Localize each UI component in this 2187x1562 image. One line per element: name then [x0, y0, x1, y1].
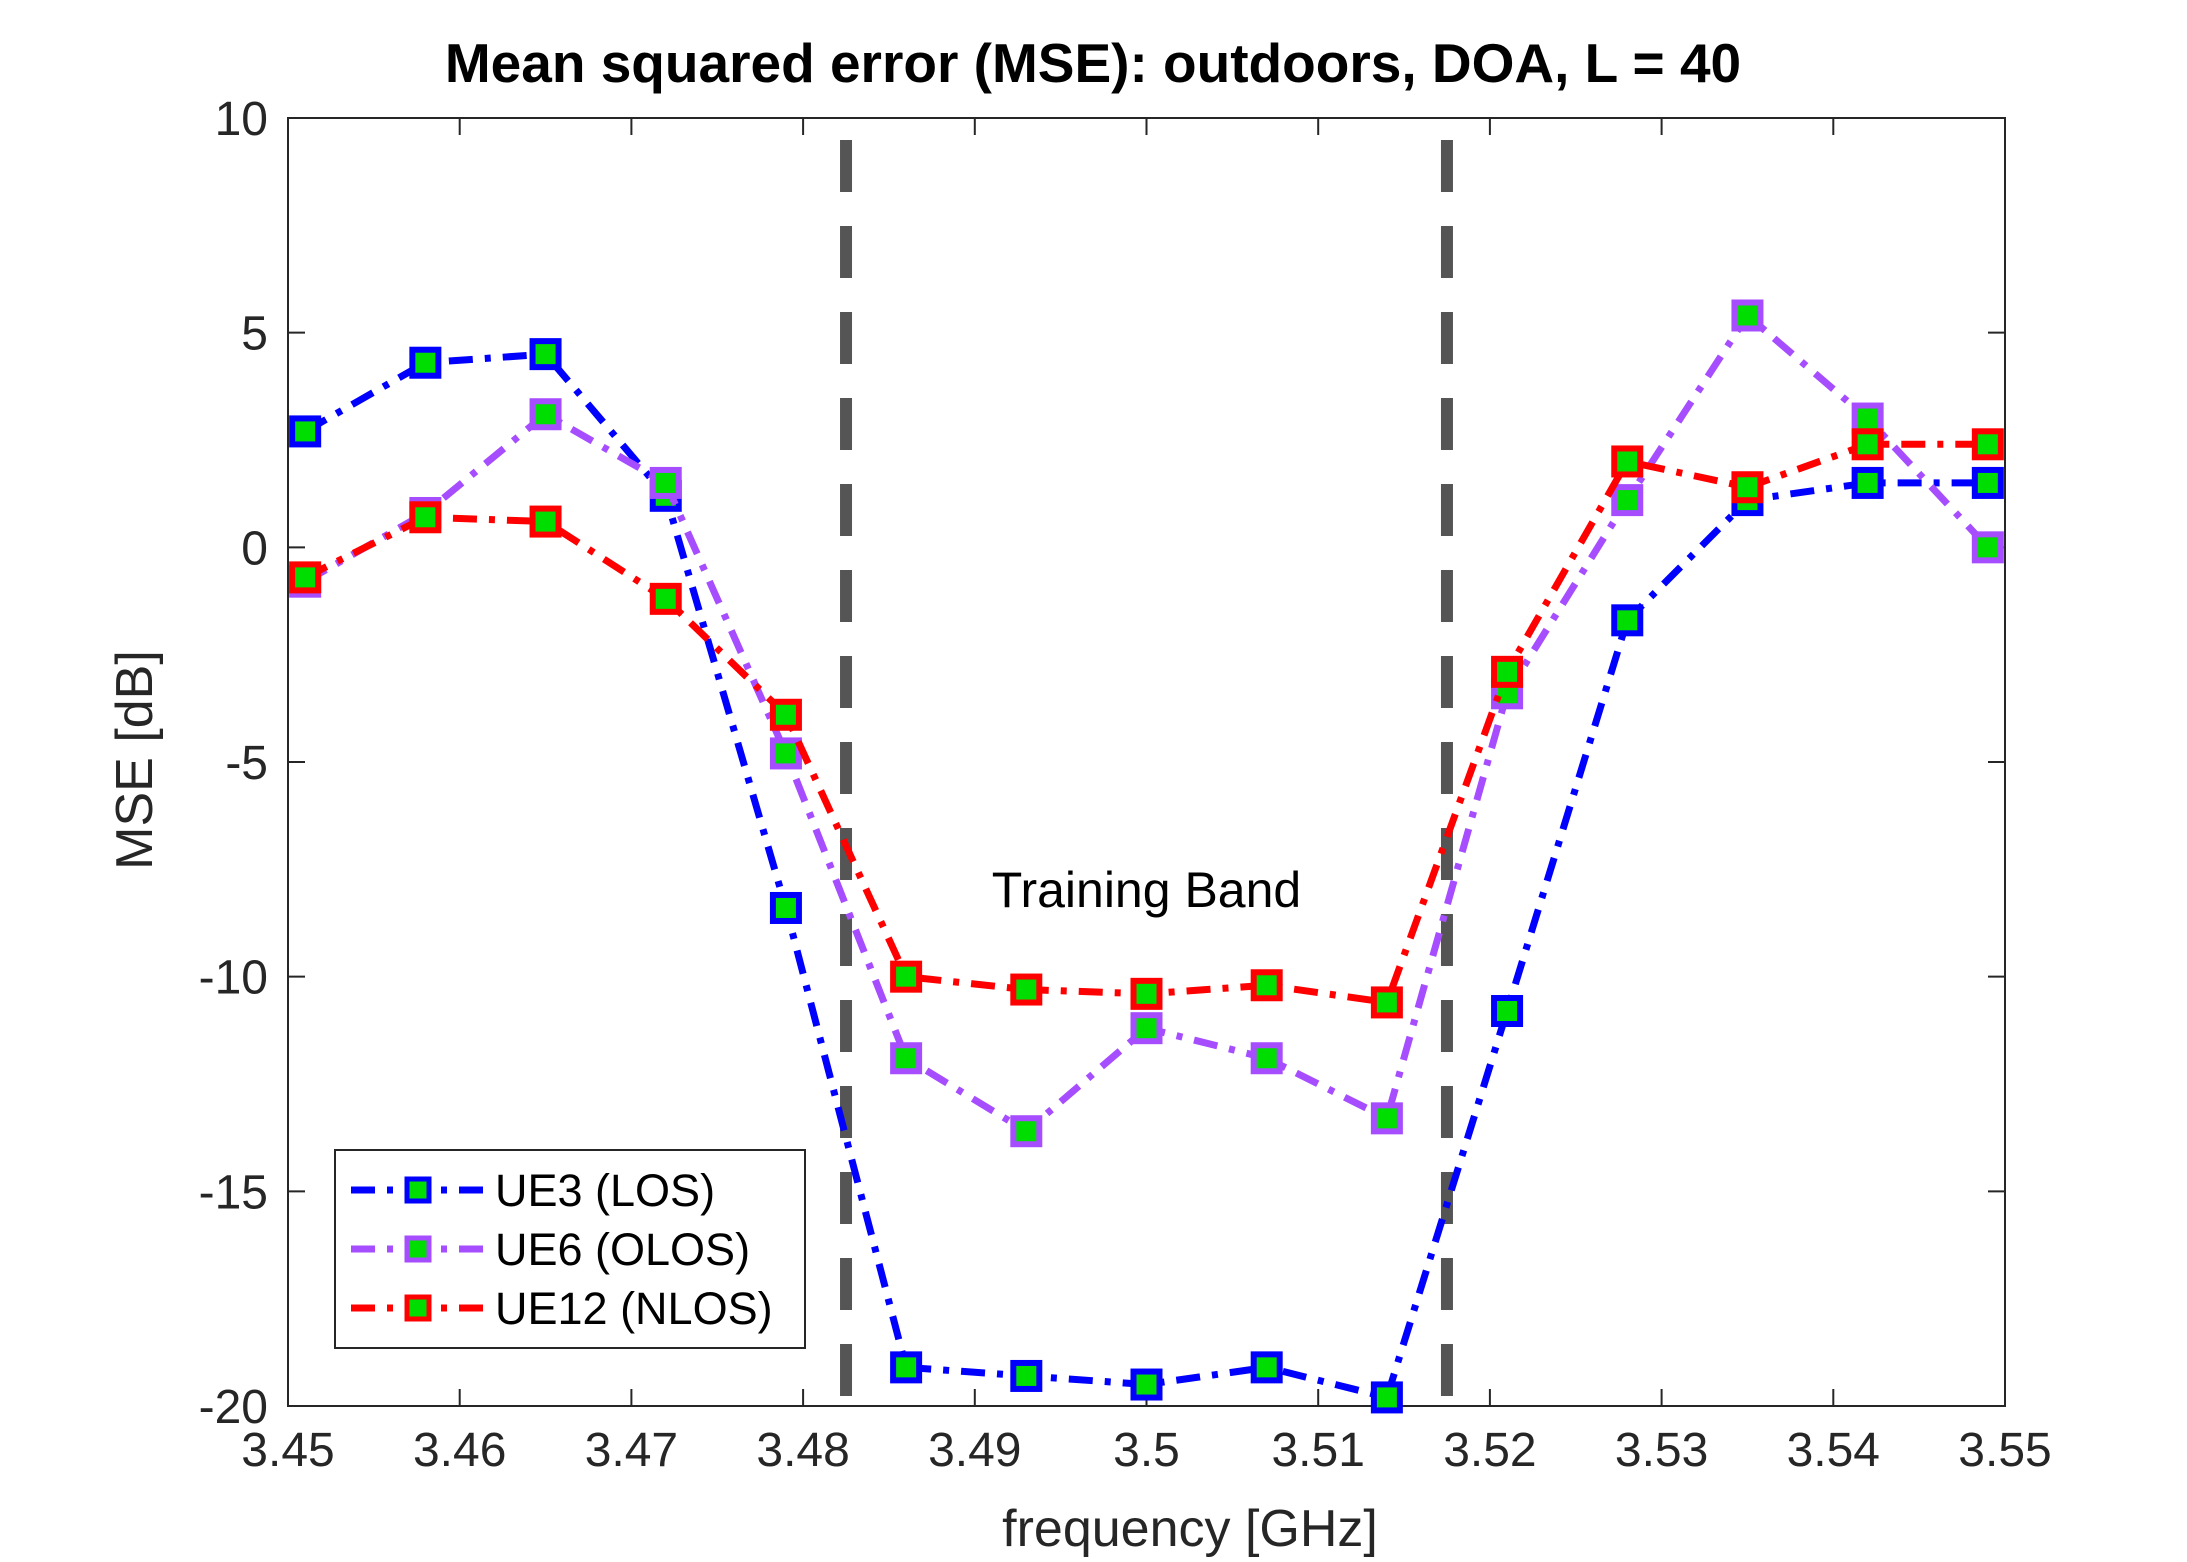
data-point-marker: [1130, 1012, 1163, 1045]
data-point-marker: [649, 582, 682, 615]
data-point-marker: [1491, 655, 1524, 688]
x-tick-label: 3.53: [1615, 1424, 1708, 1477]
data-point-marker: [1250, 969, 1283, 1002]
data-point-marker: [1731, 471, 1764, 504]
x-axis-label: frequency [GHz]: [1002, 1500, 1378, 1558]
y-tick-label: -10: [199, 952, 268, 1005]
data-point-marker: [1370, 1102, 1403, 1135]
x-tick-label: 3.47: [585, 1424, 678, 1477]
data-point-marker: [1130, 977, 1163, 1010]
y-tick-label: -20: [199, 1381, 268, 1434]
y-tick-label: 0: [241, 522, 268, 575]
data-point-marker: [1851, 402, 1884, 435]
data-point-marker: [769, 891, 802, 924]
data-point-marker: [890, 960, 923, 993]
data-point-marker: [769, 698, 802, 731]
y-tick-label: -5: [225, 737, 268, 790]
data-point-marker: [1851, 428, 1884, 461]
data-point-marker: [890, 1042, 923, 1075]
data-point-marker: [1611, 484, 1644, 517]
y-tick-label: 5: [241, 308, 268, 361]
data-point-marker: [890, 1351, 923, 1384]
legend-label: UE6 (OLOS): [495, 1224, 750, 1275]
data-point-marker: [409, 501, 442, 534]
data-point-marker: [289, 415, 322, 448]
y-axis-label: MSE [dB]: [106, 650, 164, 870]
x-tick-label: 3.51: [1271, 1424, 1364, 1477]
data-point-marker: [1010, 1359, 1043, 1392]
data-point-marker: [649, 466, 682, 499]
chart-title: Mean squared error (MSE): outdoors, DOA,…: [445, 32, 1741, 94]
y-tick-label: -15: [199, 1166, 268, 1219]
data-point-marker: [529, 398, 562, 431]
x-tick-label: 3.5: [1113, 1424, 1180, 1477]
legend-label: UE3 (LOS): [495, 1165, 715, 1216]
legend: UE3 (LOS) UE6 (OLOS) UE12 (NLOS): [334, 1149, 806, 1349]
data-point-marker: [529, 338, 562, 371]
data-point-marker: [1971, 531, 2004, 564]
data-point-marker: [1971, 466, 2004, 499]
legend-label: UE12 (NLOS): [495, 1283, 773, 1334]
data-point-marker: [1370, 1381, 1403, 1414]
x-tick-label: 3.45: [241, 1424, 334, 1477]
data-point-marker: [1611, 445, 1644, 478]
data-point-marker: [1130, 1368, 1163, 1401]
data-point-marker: [1250, 1042, 1283, 1075]
data-point-marker: [1731, 299, 1764, 332]
data-point-marker: [1010, 1115, 1043, 1148]
x-tick-label: 3.49: [928, 1424, 1021, 1477]
data-point-marker: [1491, 995, 1524, 1028]
data-point-marker: [409, 346, 442, 379]
data-point-marker: [769, 737, 802, 770]
data-point-marker: [1611, 604, 1644, 637]
data-point-marker: [289, 561, 322, 594]
x-tick-label: 3.48: [756, 1424, 849, 1477]
x-tick-label: 3.54: [1787, 1424, 1880, 1477]
legend-marker: [404, 1235, 432, 1263]
training-band-label: Training Band: [992, 862, 1301, 918]
data-point-marker: [1010, 973, 1043, 1006]
legend-marker: [404, 1176, 432, 1204]
x-tick-label: 3.52: [1443, 1424, 1536, 1477]
data-point-marker: [1851, 466, 1884, 499]
x-tick-label: 3.46: [413, 1424, 506, 1477]
data-point-marker: [1250, 1351, 1283, 1384]
y-tick-label: 10: [215, 93, 268, 146]
legend-marker: [404, 1294, 432, 1322]
data-point-marker: [1370, 986, 1403, 1019]
data-point-marker: [529, 505, 562, 538]
data-point-marker: [1971, 428, 2004, 461]
x-tick-label: 3.55: [1958, 1424, 2051, 1477]
